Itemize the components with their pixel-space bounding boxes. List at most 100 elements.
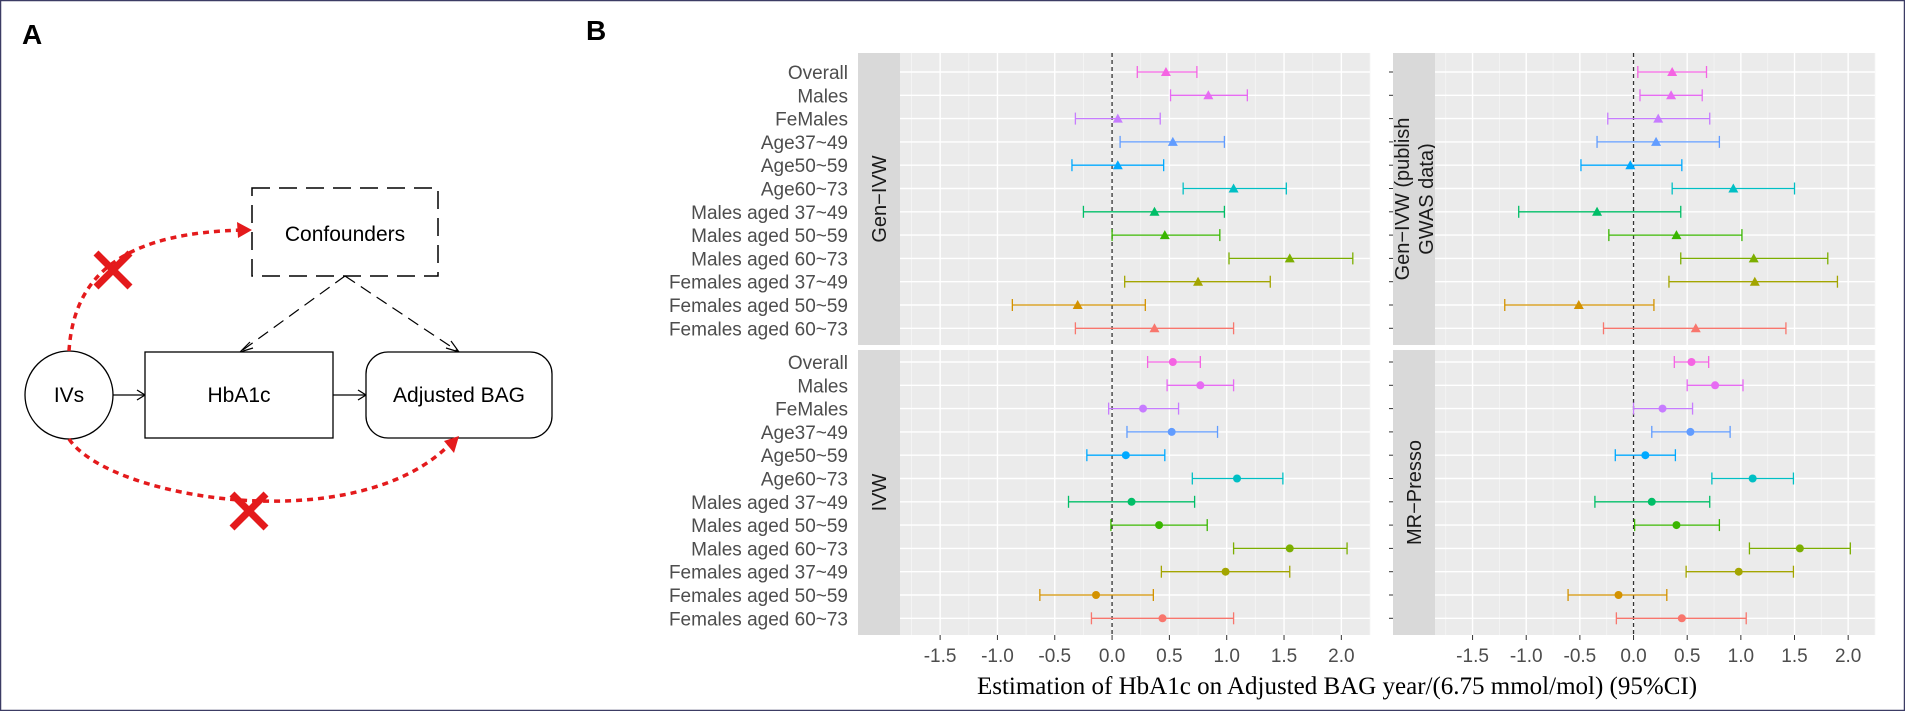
estimate-point — [1221, 567, 1230, 576]
estimate-point — [1625, 160, 1636, 170]
category-label: Overall — [788, 353, 848, 374]
x-tick-label: -1.5 — [1456, 646, 1489, 667]
x-tick-label: 1.0 — [1728, 646, 1754, 667]
category-label: Males aged 60~73 — [691, 249, 848, 270]
blocked-cross-icon — [93, 250, 133, 290]
estimate-point — [1671, 230, 1682, 240]
estimate-point — [1127, 497, 1136, 506]
category-label: Males — [797, 86, 848, 107]
estimate-point — [1666, 90, 1677, 100]
category-label: Age50~59 — [761, 446, 848, 467]
estimate-point — [1658, 404, 1667, 413]
facet-background — [900, 53, 1370, 345]
category-label: Males aged 60~73 — [691, 539, 848, 560]
confounders-box — [251, 187, 439, 277]
estimate-point — [1168, 358, 1177, 366]
estimate-point — [1167, 136, 1178, 146]
confounders-label: Confounders — [285, 223, 405, 246]
facet-strip-label: GWAS data) — [1416, 143, 1438, 255]
estimate-point — [1193, 276, 1204, 286]
x-tick-label: -1.5 — [924, 646, 957, 667]
estimate-point — [1795, 544, 1804, 553]
ivs-to-outcome-red-arrowhead — [444, 436, 459, 453]
ivs-to-confounders-red-arrowhead — [237, 222, 252, 238]
confounder-to-hba1c-arrow — [239, 275, 346, 353]
ivs-label: IVs — [54, 384, 84, 407]
x-tick-label: 0.5 — [1674, 646, 1700, 667]
estimate-point — [1139, 404, 1148, 413]
facet-background — [1435, 350, 1875, 635]
x-tick-label: 2.0 — [1328, 646, 1354, 667]
x-tick-label: 2.0 — [1835, 646, 1861, 667]
category-label: Males aged 37~49 — [691, 493, 848, 514]
x-tick-label: 1.5 — [1781, 646, 1807, 667]
estimate-point — [1159, 230, 1170, 240]
estimate-point — [1072, 300, 1083, 309]
facet-panel: Gen−IVW (publish GWAS data) — [1389, 53, 1876, 345]
category-label: Males — [797, 376, 848, 397]
estimate-point — [1614, 591, 1623, 599]
facet-strip-label: Gen−IVW — [869, 155, 891, 242]
x-tick-label: 1.0 — [1213, 646, 1239, 667]
x-tick-label: -1.0 — [1510, 646, 1543, 667]
x-tick-label: 0.0 — [1620, 646, 1646, 667]
forest-plot: Gen−IVWOverallMalesFeMalesAge37~49Age50~… — [669, 53, 1876, 700]
category-label: Age60~73 — [761, 470, 848, 491]
category-label: Age60~73 — [761, 180, 848, 201]
x-tick-label: -0.5 — [1038, 646, 1071, 667]
x-tick-label: -1.0 — [981, 646, 1014, 667]
hba1c-node — [144, 351, 334, 439]
estimate-point — [1728, 183, 1739, 193]
blocked-cross-icon — [229, 491, 269, 531]
category-label: FeMales — [775, 400, 848, 421]
category-label: Females aged 37~49 — [669, 273, 848, 294]
estimate-point — [1653, 113, 1664, 123]
estimate-point — [1284, 253, 1295, 263]
panel-a-label: A — [22, 19, 42, 50]
estimate-point — [1233, 474, 1242, 483]
hba1c-label: HbA1c — [207, 384, 270, 407]
x-tick-label: 0.5 — [1156, 646, 1182, 667]
estimate-point — [1149, 206, 1160, 216]
category-label: Males aged 50~59 — [691, 516, 848, 537]
estimate-point — [1687, 358, 1696, 366]
x-tick-label: 0.0 — [1099, 646, 1125, 667]
estimate-point — [1748, 253, 1759, 263]
facet-strip — [858, 350, 900, 635]
facet-background — [900, 350, 1370, 635]
category-label: Age37~49 — [761, 133, 848, 154]
facet-background — [1435, 53, 1875, 345]
category-label: Males aged 50~59 — [691, 226, 848, 247]
estimate-point — [1228, 183, 1239, 193]
category-label: Age50~59 — [761, 156, 848, 177]
estimate-point — [1092, 591, 1101, 599]
x-axis-title: Estimation of HbA1c on Adjusted BAG year… — [977, 673, 1697, 700]
estimate-point — [1734, 567, 1743, 576]
facet-strip-label: Gen−IVW (publish — [1392, 118, 1414, 281]
category-label: Females aged 60~73 — [669, 319, 848, 340]
estimate-point — [1711, 381, 1720, 390]
facet-panel: MR−Presso -1.5 -1.0 -0.5 0.0 0.5 1.0 1.5 2.0 — [1389, 350, 1876, 667]
category-label: Overall — [788, 63, 848, 84]
estimate-point — [1155, 521, 1164, 530]
category-label: Females aged 50~59 — [669, 296, 848, 317]
facet-strip-label: MR−Presso — [1404, 440, 1426, 545]
causal-diagram: Confounders IVs HbA1c Adjusted BAG — [24, 187, 553, 531]
estimate-point — [1158, 614, 1167, 623]
facet-strip — [858, 53, 900, 345]
estimate-point — [1748, 474, 1757, 483]
x-tick-label: -0.5 — [1564, 646, 1597, 667]
estimate-point — [1285, 544, 1294, 553]
adjusted-bag-node — [365, 351, 553, 439]
adjusted-bag-label: Adjusted BAG — [393, 384, 525, 407]
estimate-point — [1112, 160, 1123, 170]
estimate-point — [1121, 451, 1130, 460]
estimate-point — [1203, 90, 1214, 100]
category-label: Females aged 37~49 — [669, 563, 848, 584]
estimate-point — [1686, 427, 1695, 436]
estimate-point — [1167, 427, 1176, 436]
estimate-point — [1651, 136, 1662, 146]
